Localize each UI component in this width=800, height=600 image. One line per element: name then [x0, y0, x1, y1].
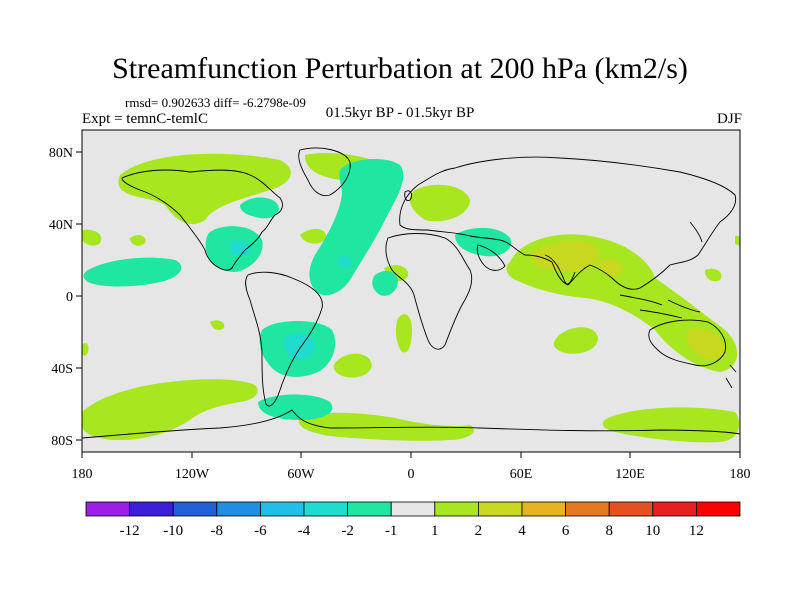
positive-anomaly-sw-pacific-core: [687, 328, 725, 359]
coastline-new-zealand: [725, 364, 737, 389]
negative-anomaly-north-atlantic: [309, 158, 404, 296]
positive-anomaly-africa: [384, 265, 409, 281]
colorbar: -12 -10 -8 -6 -4 -2 -1 1 2 4 6 8 10 12: [85, 501, 741, 539]
positive-anomaly-south-atlantic-2: [333, 353, 372, 378]
map-title: Streamfunction Perturbation at 200 hPa (…: [112, 52, 688, 85]
lat-label-0: 0: [66, 290, 73, 305]
negative-anomaly-gulf-core: [230, 240, 251, 256]
negative-anomaly-atlantic-core: [338, 256, 351, 268]
coastlines: [82, 147, 740, 439]
coastline-indonesia: [619, 294, 701, 319]
stats-line: rmsd= 0.902633 diff= -6.2798e-09: [125, 95, 306, 110]
colorbar-swatch: [85, 501, 130, 517]
positive-anomaly-far-east: [704, 268, 722, 282]
positive-anomaly-east-pacific: [735, 235, 740, 246]
experiment-label: Expt = temnC-temlC: [82, 111, 208, 127]
coastline-africa: [385, 233, 473, 350]
colorbar-swatch: [172, 501, 218, 517]
colorbar-swatch: [477, 501, 523, 517]
positive-anomaly-south-atlantic: [395, 314, 412, 353]
positive-anomaly-central-pacific-s: [210, 320, 225, 330]
lon-label-180e: 180: [730, 467, 751, 482]
colorbar-label: 6: [562, 523, 570, 539]
colorbar-swatch: [434, 501, 479, 517]
colorbar-swatch: [521, 501, 566, 517]
lat-label-80n: 80N: [49, 146, 73, 161]
colorbar-label: -12: [120, 523, 140, 539]
lon-label-60w: 60W: [287, 467, 315, 482]
season-label: DJF: [716, 111, 742, 127]
negative-anomaly-middle-east: [455, 227, 511, 257]
colorbar-label: 8: [605, 523, 613, 539]
colorbar-label: -1: [385, 523, 398, 539]
lat-label-40n: 40N: [49, 218, 73, 233]
coastline-south-america: [245, 271, 323, 407]
lon-label-60e: 60E: [510, 467, 533, 482]
positive-anomaly-west-atlantic: [300, 228, 327, 244]
colorbar-swatch: [259, 501, 305, 517]
colorbar-swatch: [608, 501, 654, 517]
colorbar-label: 12: [689, 523, 704, 539]
positive-anomaly-north-pacific: [118, 153, 291, 225]
colorbar-swatch: [565, 501, 610, 517]
colorbar-label: -2: [341, 523, 354, 539]
lon-label-180w: 180: [72, 467, 93, 482]
colorbar-label: 10: [645, 523, 660, 539]
coastline-uk: [404, 190, 413, 201]
negative-anomaly-north-pacific-east: [83, 257, 182, 287]
coastline-north-america: [121, 169, 283, 271]
lon-label-120e: 120E: [615, 467, 645, 482]
coastline-antarctica: [82, 409, 740, 439]
negative-anomaly-patagonia: [258, 394, 333, 420]
coastline-arabia: [476, 244, 506, 271]
lat-label-40s: 40S: [51, 362, 73, 377]
colorbar-label: -10: [163, 523, 183, 539]
colorbar-swatch: [303, 501, 348, 517]
colorbar-swatch: [390, 501, 436, 517]
positive-anomaly-southern-ocean: [298, 412, 474, 441]
negative-anomaly-north-america-east: [240, 197, 279, 219]
coastline-japan: [689, 221, 703, 243]
colorbar-label: -6: [254, 523, 267, 539]
colorbar-label: 2: [475, 523, 483, 539]
colorbar-label: 1: [431, 523, 439, 539]
colorbar-swatch: [696, 501, 741, 517]
period-label: 01.5kyr BP - 01.5kyr BP: [325, 105, 475, 121]
colorbar-swatch: [216, 501, 261, 517]
colorbar-label: -8: [211, 523, 224, 539]
coastline-india: [544, 254, 576, 285]
positive-anomaly-south-pacific-band: [82, 379, 258, 440]
colorbar-label: -4: [298, 523, 311, 539]
contour-fills: [82, 153, 740, 443]
colorbar-swatch: [129, 501, 174, 517]
negative-anomaly-south-america-core: [283, 333, 315, 360]
colorbar-label: 4: [518, 523, 526, 539]
positive-anomaly-pacific-west: [82, 229, 102, 246]
axis-ticks: [76, 151, 741, 458]
positive-anomaly-south-pacific-west: [82, 342, 89, 356]
lon-label-0: 0: [408, 467, 415, 482]
negative-anomaly-africa-north: [372, 270, 398, 296]
coastline-australia: [648, 319, 727, 367]
positive-anomaly-indian-ocean: [553, 327, 598, 354]
coastline-eurasia: [399, 156, 737, 290]
lon-label-120w: 120W: [175, 467, 210, 482]
positive-anomaly-pacific-central: [130, 235, 146, 246]
positive-anomaly-asia-core: [530, 240, 599, 272]
positive-anomaly-europe: [409, 184, 470, 222]
colorbar-swatch: [347, 501, 392, 517]
positive-anomaly-south-indian: [602, 407, 740, 443]
lat-label-80s: 80S: [51, 434, 73, 449]
colorbar-swatch: [652, 501, 697, 517]
coastline-greenland: [298, 147, 351, 197]
